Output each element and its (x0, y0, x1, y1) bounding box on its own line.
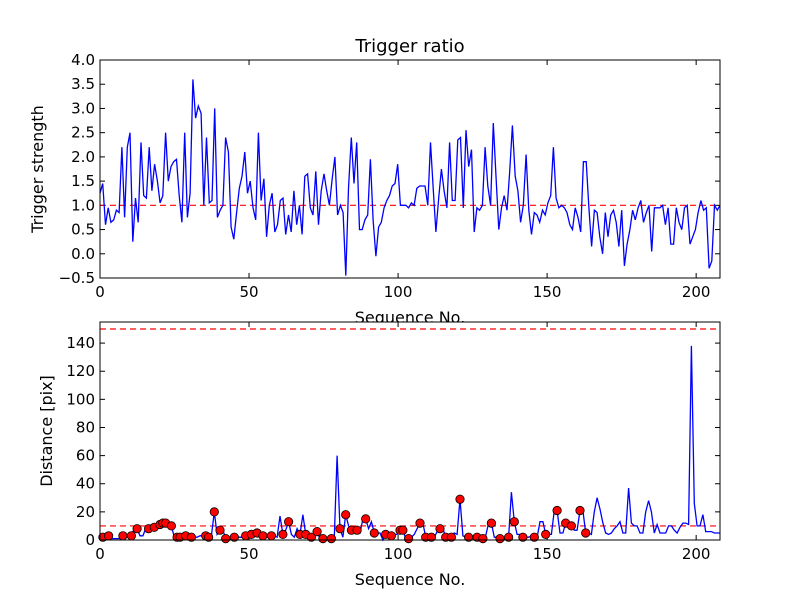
distance-marker (258, 531, 268, 541)
distance-marker (132, 524, 142, 534)
distance-marker (229, 532, 239, 542)
bottom-x-tick-label: 0 (95, 545, 105, 563)
distance-marker (518, 532, 528, 542)
distance-marker (166, 521, 176, 531)
distance-marker (306, 532, 316, 542)
top-x-tick-label: 0 (95, 283, 105, 301)
distance-marker (386, 531, 396, 541)
bottom-x-tick-label: 50 (239, 545, 258, 563)
distance-marker (318, 533, 328, 544)
distance-marker (426, 532, 436, 542)
distance-marker (552, 505, 562, 516)
distance-marker (455, 494, 465, 504)
bottom-plot-area (100, 322, 720, 540)
bottom-x-tick-label: 200 (682, 545, 711, 563)
bottom-y-tick-label: 60 (76, 447, 95, 465)
bottom-y-tick-label: 140 (66, 334, 95, 352)
distance-marker (278, 529, 288, 540)
distance-marker (575, 505, 585, 516)
top-y-tick-label: 2.5 (71, 124, 95, 142)
distance-marker (215, 525, 225, 535)
bottom-x-tick-label: 100 (384, 545, 413, 563)
distance-marker (446, 532, 456, 542)
top-y-tick-label: 3.0 (71, 99, 95, 117)
bottom-y-tick-label: 20 (76, 503, 95, 521)
top-y-tick-label: 1.0 (71, 196, 95, 214)
distance-marker (529, 532, 539, 542)
distance-markers (98, 494, 591, 544)
distance-marker (186, 532, 196, 542)
distance-marker (341, 510, 351, 520)
bottom-plot-frame (99, 321, 721, 541)
distance-marker (435, 524, 445, 534)
distance-marker (209, 507, 219, 517)
distance-marker (118, 531, 128, 541)
distance-plot: 0 50 100 150 200 0 20 40 60 80 100 120 140 Sequence … (37, 321, 721, 589)
distance-marker (104, 531, 114, 541)
top-x-tick-label: 150 (533, 283, 562, 301)
bottom-y-tick-label: 120 (66, 362, 95, 380)
bottom-x-axis-label: Sequence No. (355, 570, 466, 589)
top-y-tick-label: 0.5 (71, 221, 95, 239)
top-y-tick-label: 2.0 (71, 148, 95, 166)
distance-marker (509, 517, 519, 527)
top-x-tick-label: 200 (682, 283, 711, 301)
bottom-y-tick-label: 80 (76, 418, 95, 436)
top-chart-title: Trigger ratio (354, 36, 464, 57)
distance-marker (403, 533, 414, 544)
top-plot-frame (99, 59, 721, 279)
distance-marker (204, 532, 214, 542)
bottom-y-tick-label: 40 (76, 475, 95, 493)
top-y-tick-label: −0.5 (59, 269, 95, 287)
bottom-y-tick-label: 0 (85, 531, 95, 549)
distance-marker (126, 531, 136, 541)
distance-marker (415, 518, 425, 528)
bottom-y-tick-label: 100 (66, 390, 95, 408)
top-x-tick-label: 100 (384, 283, 413, 301)
distance-marker (266, 531, 276, 541)
distance-marker (541, 529, 551, 540)
top-y-tick-label: 4.0 (71, 51, 95, 69)
distance-marker (486, 518, 496, 528)
trigger-strength-plot: 0 50 100 150 200 −0.5 0.0 0.5 1.0 1.5 2.0 2.5 3.0 3.5… (28, 36, 721, 327)
distance-marker (581, 528, 591, 538)
distance-marker (369, 528, 379, 538)
top-y-tick-label: 1.5 (71, 172, 95, 190)
top-y-tick-label: 0.0 (71, 245, 95, 263)
distance-marker (352, 525, 362, 535)
trigger-strength-series-line (99, 79, 721, 276)
bottom-x-tick-label: 150 (533, 545, 562, 563)
bottom-axis-ticks: 0 50 100 150 200 0 20 40 60 80 100 120 140 (66, 322, 720, 563)
distance-marker (221, 533, 231, 544)
distance-marker (503, 532, 514, 542)
top-x-tick-label: 50 (239, 283, 258, 301)
distance-marker (478, 533, 488, 544)
distance-marker (335, 524, 345, 534)
bottom-threshold-lines (100, 328, 720, 527)
top-y-axis-label: Trigger strength (28, 105, 47, 234)
top-y-tick-label: 3.5 (71, 75, 95, 93)
bottom-y-axis-label: Distance [pix] (37, 375, 56, 487)
distance-marker (566, 521, 577, 531)
distance-marker (495, 533, 505, 544)
distance-marker (283, 517, 294, 527)
top-axis-ticks: 0 50 100 150 200 −0.5 0.0 0.5 1.0 1.5 2.0 2.5 3.0 3.5… (59, 51, 720, 301)
distance-marker (361, 514, 371, 524)
distance-marker (326, 533, 336, 544)
distance-marker (312, 526, 322, 537)
distance-marker (398, 525, 408, 535)
